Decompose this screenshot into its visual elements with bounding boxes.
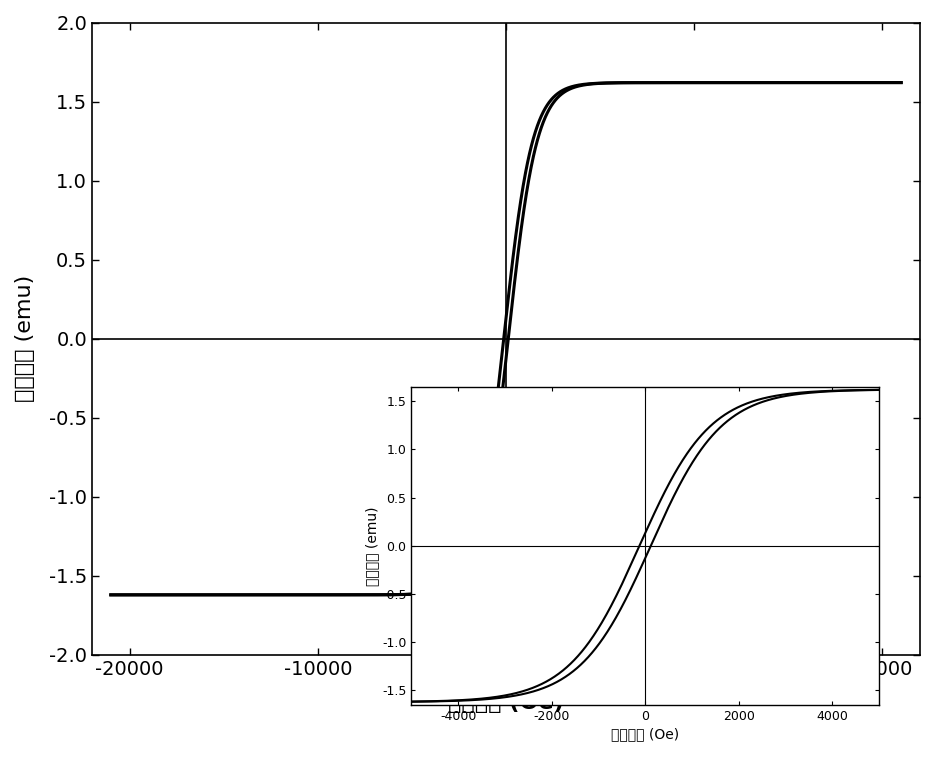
X-axis label: 磁场强度 (Oe): 磁场强度 (Oe): [611, 727, 679, 741]
Y-axis label: 磁化强度 (emu): 磁化强度 (emu): [366, 506, 380, 585]
Y-axis label: 磁化强度 (emu): 磁化强度 (emu): [15, 275, 35, 402]
X-axis label: 磁场强度 (Oe): 磁场强度 (Oe): [448, 693, 564, 713]
